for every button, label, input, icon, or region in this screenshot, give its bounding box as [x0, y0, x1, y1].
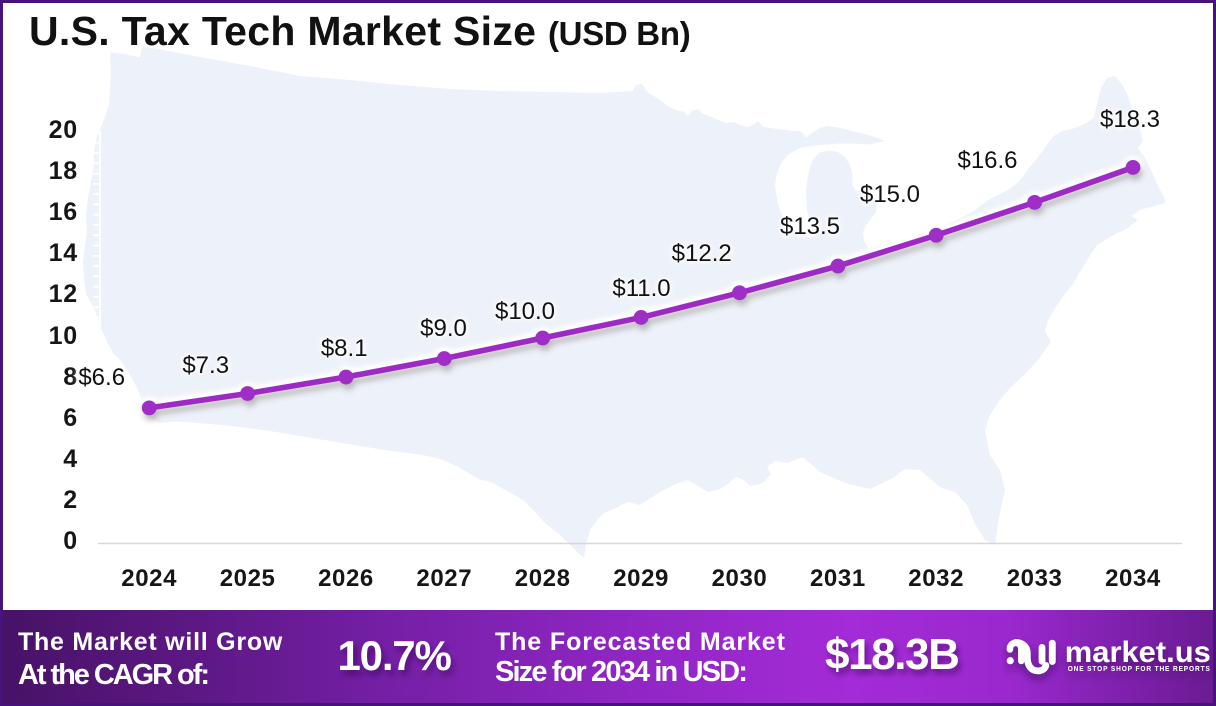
svg-text:ONE STOP SHOP FOR THE REPORTS: ONE STOP SHOP FOR THE REPORTS — [1068, 664, 1211, 673]
svg-text:market.us: market.us — [1065, 636, 1211, 669]
